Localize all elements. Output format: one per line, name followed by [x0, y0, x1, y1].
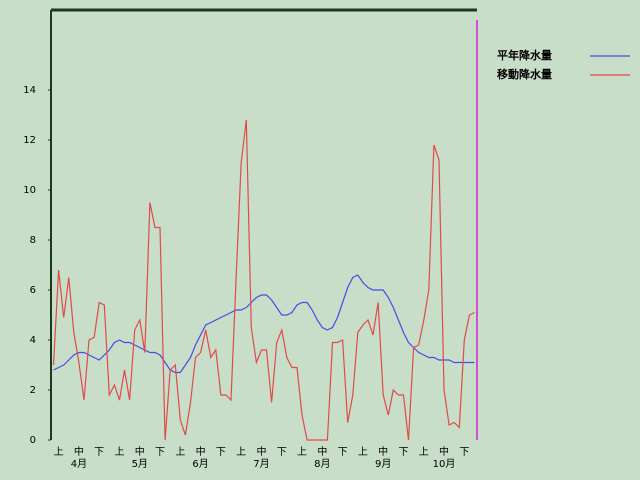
x-tick-label: 下	[459, 447, 469, 458]
y-tick-label: 10	[23, 185, 36, 196]
x-tick-label: 上	[236, 446, 246, 458]
y-tick-label: 0	[30, 435, 36, 446]
x-tick-label: 下	[398, 447, 408, 458]
month-label: 9月	[375, 458, 391, 470]
x-tick-label: 中	[378, 445, 388, 458]
month-label: 6月	[192, 458, 208, 470]
x-tick-label: 下	[155, 447, 165, 458]
y-tick-label: 14	[23, 85, 36, 96]
series-line	[53, 274, 475, 374]
month-label: 5月	[132, 458, 148, 470]
x-tick-label: 中	[196, 445, 206, 458]
y-tick-label: 6	[30, 285, 36, 296]
y-tick-label: 2	[30, 385, 36, 396]
legend-label: 移動降水量	[497, 67, 552, 81]
month-label: 8月	[314, 458, 330, 470]
month-label: 4月	[71, 458, 87, 470]
month-label: 7月	[253, 458, 269, 470]
series-line	[52, 119, 475, 441]
x-tick-label: 上	[419, 446, 429, 458]
x-tick-label: 中	[135, 445, 145, 458]
y-tick-label: 12	[23, 135, 36, 146]
x-tick-label: 下	[277, 447, 287, 458]
x-tick-label: 上	[358, 446, 368, 458]
y-tick-label: 8	[30, 235, 36, 246]
legend-label: 平年降水量	[497, 48, 552, 62]
month-label: 10月	[433, 458, 456, 470]
x-tick-label: 下	[216, 447, 226, 458]
y-tick-label: 4	[30, 335, 36, 346]
x-tick-label: 下	[338, 447, 348, 458]
x-tick-label: 中	[317, 445, 327, 458]
x-tick-label: 中	[74, 445, 84, 458]
x-tick-label: 上	[54, 446, 64, 458]
x-tick-label: 中	[256, 445, 266, 458]
x-tick-label: 中	[439, 445, 449, 458]
x-tick-label: 下	[94, 447, 104, 458]
x-tick-label: 上	[297, 446, 307, 458]
x-tick-label: 上	[175, 446, 185, 458]
x-tick-label: 上	[114, 446, 124, 458]
